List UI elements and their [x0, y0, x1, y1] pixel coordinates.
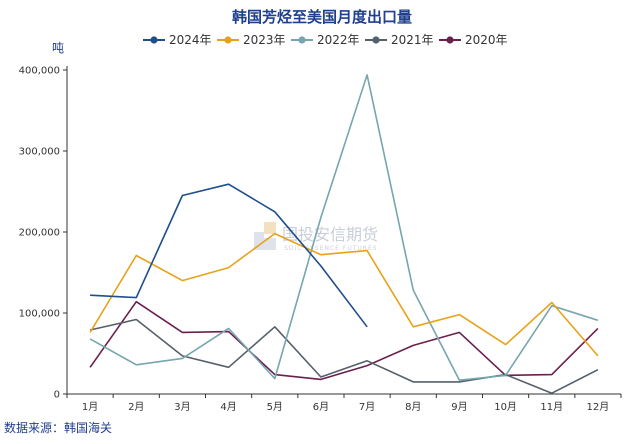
legend-marker-icon	[150, 36, 158, 44]
chart-title: 韩国芳烃至美国月度出口量	[232, 8, 412, 26]
y-tick-label: 100,000	[19, 309, 60, 320]
y-tick-label: 0	[54, 390, 60, 401]
watermark: 国投安信期货 SDIC ESSENCE FUTURES	[254, 222, 378, 252]
x-tick-label: 10月	[494, 401, 517, 413]
series-line-2023年	[89, 232, 599, 357]
legend-item-2024年: 2024年	[143, 33, 212, 47]
x-tick-label: 3月	[174, 401, 190, 413]
x-tick-label: 1月	[82, 401, 98, 413]
x-tick-label: 7月	[359, 401, 375, 413]
legend: 2024年 2023年 2022年 2021年 2020年	[143, 33, 508, 47]
legend-label: 2024年	[169, 33, 212, 47]
plot-area	[89, 74, 599, 395]
y-axis-unit: 吨	[52, 41, 64, 55]
legend-marker-icon	[446, 36, 454, 44]
x-tick-label: 12月	[587, 401, 610, 413]
series-line-2021年	[89, 318, 599, 395]
x-tick-label: 4月	[220, 401, 236, 413]
x-tick-label: 11月	[540, 401, 563, 413]
legend-label: 2020年	[465, 33, 508, 47]
watermark-text: 国投安信期货	[282, 225, 378, 244]
axes: 0 100,000 200,000 300,000 400,000 1月 2月 3月 4月 5月 6…	[19, 66, 622, 413]
x-tick-label: 9月	[451, 401, 467, 413]
legend-marker-icon	[372, 36, 380, 44]
source-note: 数据来源：韩国海关	[4, 420, 112, 435]
y-tick-label: 300,000	[19, 147, 60, 158]
series-line-2022年	[89, 74, 599, 382]
legend-marker-icon	[298, 36, 306, 44]
x-tick-label: 8月	[405, 401, 421, 413]
legend-label: 2023年	[243, 33, 286, 47]
legend-label: 2021年	[391, 33, 434, 47]
y-tick-label: 200,000	[19, 228, 60, 239]
legend-item-2022年: 2022年	[291, 33, 360, 47]
legend-item-2023年: 2023年	[217, 33, 286, 47]
legend-item-2021年: 2021年	[365, 33, 434, 47]
legend-marker-icon	[224, 36, 232, 44]
series-line-2024年	[90, 183, 368, 328]
x-tick-label: 2月	[128, 401, 144, 413]
legend-label: 2022年	[317, 33, 360, 47]
x-tick-label: 5月	[267, 401, 283, 413]
y-tick-label: 400,000	[19, 66, 60, 77]
legend-item-2020年: 2020年	[439, 33, 508, 47]
x-tick-label: 6月	[313, 401, 329, 413]
series-line-2020年	[89, 300, 599, 381]
watermark-logo-icon	[254, 222, 276, 250]
watermark-subtext: SDIC ESSENCE FUTURES	[284, 245, 378, 252]
